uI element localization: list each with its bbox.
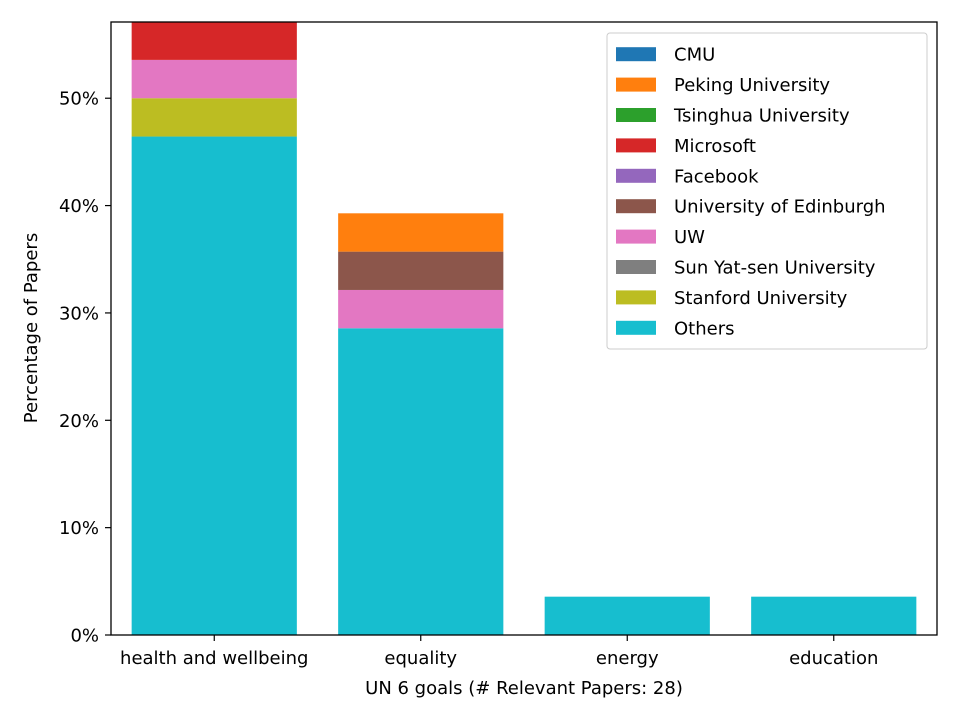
plot-frame — [110, 21, 938, 636]
legend-swatch-stanford-university — [616, 290, 656, 305]
y-axis-label: Percentage of Papers — [21, 233, 42, 423]
y-tick-label: 40% — [59, 196, 99, 217]
bar-others-energy — [544, 596, 710, 635]
legend-swatch-others — [616, 320, 656, 335]
legend-label-sun-yat-sen-university: Sun Yat-sen University — [674, 258, 876, 279]
legend-label-stanford-university: Stanford University — [674, 288, 848, 309]
bar-peking-university-equality — [338, 213, 504, 252]
bar-others-health-and-wellbeing — [131, 136, 297, 635]
legend-swatch-facebook — [616, 168, 656, 183]
x-tick-label-health-and-wellbeing: health and wellbeing — [120, 648, 308, 669]
y-tick-label: 50% — [59, 89, 99, 110]
legend-swatch-microsoft — [616, 138, 656, 153]
bar-microsoft-health-and-wellbeing — [131, 22, 297, 60]
bar-stanford-university-health-and-wellbeing — [131, 98, 297, 137]
legend-swatch-peking-university — [616, 77, 656, 92]
x-tick-label-education: education — [789, 648, 878, 669]
legend-swatch-university-of-edinburgh — [616, 199, 656, 214]
legend: CMU Peking University Tsinghua University M… — [606, 32, 928, 350]
bar-others-equality — [338, 328, 504, 635]
bar-university-of-edinburgh-equality — [338, 251, 504, 290]
bar-uw-equality — [338, 289, 504, 329]
legend-label-others: Others — [674, 318, 735, 339]
legend-swatch-uw — [616, 229, 656, 244]
legend-label-university-of-edinburgh: University of Edinburgh — [674, 197, 886, 218]
y-tick-label: 10% — [59, 518, 99, 539]
y-tick-label: 0% — [70, 626, 99, 647]
legend-label-tsinghua-university: Tsinghua University — [673, 106, 850, 127]
axes-layer: 0% 10% 20% 30% 40% 50% health and wellbeing equ… — [59, 21, 938, 669]
legend-label-peking-university: Peking University — [674, 75, 830, 96]
legend-label-facebook: Facebook — [674, 166, 759, 187]
y-tick-label: 30% — [59, 303, 99, 324]
x-tick-label-energy: energy — [596, 648, 659, 669]
bar-uw-health-and-wellbeing — [131, 59, 297, 99]
legend-label-cmu: CMU — [674, 45, 715, 66]
legend-swatch-tsinghua-university — [616, 108, 656, 122]
legend-swatch-cmu — [616, 47, 656, 62]
y-tick-label: 20% — [59, 411, 99, 432]
legend-swatch-sun-yat-sen-university — [616, 260, 656, 274]
x-axis-label: UN 6 goals (# Relevant Papers: 28) — [365, 678, 683, 699]
legend-label-microsoft: Microsoft — [674, 136, 756, 157]
bars-layer — [131, 22, 917, 635]
legend-label-uw: UW — [674, 227, 705, 248]
x-tick-label-equality: equality — [384, 648, 457, 669]
legend-box — [606, 32, 928, 350]
bar-others-education — [751, 596, 917, 635]
